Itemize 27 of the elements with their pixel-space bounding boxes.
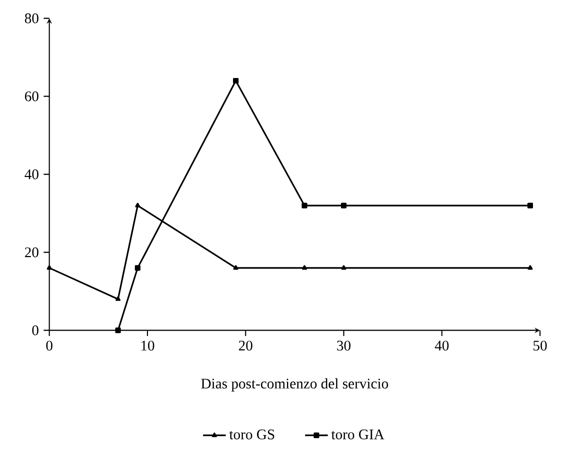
- point: [46, 265, 52, 270]
- point: [527, 202, 533, 208]
- point: [340, 202, 347, 208]
- point: [528, 265, 533, 270]
- legend-label: toro GIA: [331, 430, 384, 440]
- y-tick-label: 80: [24, 13, 38, 24]
- point: [302, 265, 308, 270]
- x-tick-label: 50: [534, 340, 547, 351]
- x-tick-label: 0: [46, 340, 52, 351]
- y-tick-label: 0: [32, 325, 38, 336]
- point: [302, 202, 308, 208]
- x-tick-label: 40: [434, 340, 449, 351]
- x-axis-title: Dias post-comienzo del servicio: [201, 378, 388, 392]
- x-tick-label: 30: [337, 340, 350, 351]
- legend-label: toro GS: [229, 430, 274, 440]
- x-tick-label: 10: [141, 340, 154, 351]
- y-tick-label: 60: [24, 91, 38, 102]
- point: [233, 265, 238, 270]
- y-tick-label: 20: [25, 247, 38, 258]
- point: [116, 296, 121, 301]
- y-tick-label: 40: [24, 169, 38, 180]
- point: [341, 265, 346, 270]
- point: [135, 202, 140, 208]
- point: [232, 78, 239, 84]
- point: [134, 265, 140, 271]
- x-tick-label: 20: [238, 340, 252, 351]
- point: [115, 328, 121, 334]
